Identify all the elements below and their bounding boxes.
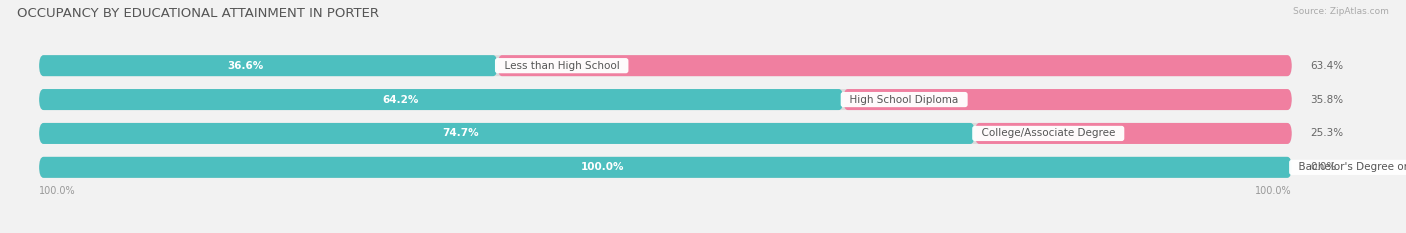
FancyBboxPatch shape [39, 55, 498, 76]
Text: Less than High School: Less than High School [498, 61, 626, 71]
Text: Bachelor's Degree or higher: Bachelor's Degree or higher [1292, 162, 1406, 172]
FancyBboxPatch shape [39, 123, 1292, 144]
Text: 64.2%: 64.2% [382, 95, 419, 105]
FancyBboxPatch shape [39, 55, 1292, 76]
Text: OCCUPANCY BY EDUCATIONAL ATTAINMENT IN PORTER: OCCUPANCY BY EDUCATIONAL ATTAINMENT IN P… [17, 7, 378, 20]
FancyBboxPatch shape [39, 157, 1292, 178]
Text: 100.0%: 100.0% [39, 186, 76, 196]
Text: 25.3%: 25.3% [1310, 128, 1344, 138]
FancyBboxPatch shape [844, 89, 1292, 110]
Text: College/Associate Degree: College/Associate Degree [974, 128, 1122, 138]
Text: Source: ZipAtlas.com: Source: ZipAtlas.com [1294, 7, 1389, 16]
Text: 35.8%: 35.8% [1310, 95, 1344, 105]
Text: 74.7%: 74.7% [441, 128, 478, 138]
FancyBboxPatch shape [974, 123, 1292, 144]
Text: 36.6%: 36.6% [228, 61, 263, 71]
FancyBboxPatch shape [39, 157, 1292, 178]
Text: High School Diploma: High School Diploma [844, 95, 965, 105]
FancyBboxPatch shape [498, 55, 1292, 76]
FancyBboxPatch shape [39, 123, 974, 144]
Text: 100.0%: 100.0% [1256, 186, 1292, 196]
FancyBboxPatch shape [39, 89, 844, 110]
FancyBboxPatch shape [39, 89, 1292, 110]
Text: 0.0%: 0.0% [1310, 162, 1337, 172]
Text: 63.4%: 63.4% [1310, 61, 1344, 71]
Text: 100.0%: 100.0% [581, 162, 624, 172]
